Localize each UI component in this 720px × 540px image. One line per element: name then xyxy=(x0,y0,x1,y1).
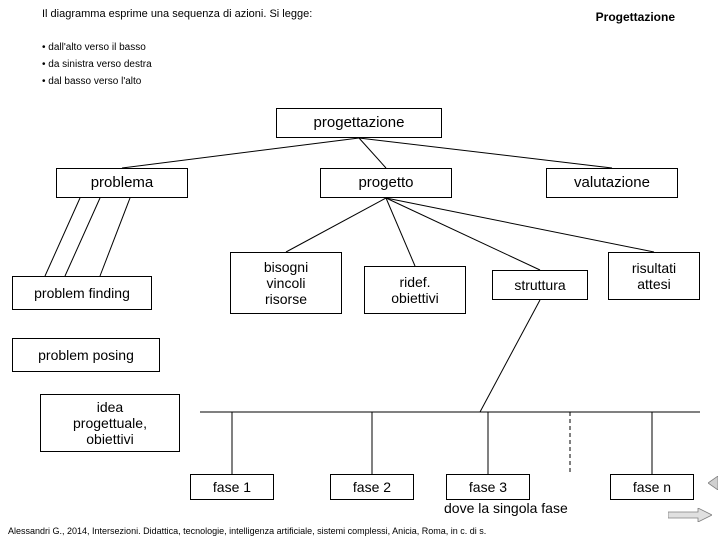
intro-text: Il diagramma esprime una sequenza di azi… xyxy=(42,8,322,20)
footer-caption: dove la singola fase xyxy=(444,500,568,516)
node-fase1: fase 1 xyxy=(190,474,274,500)
bullet-item: • da sinistra verso destra xyxy=(42,59,152,70)
node-problema: problema xyxy=(56,168,188,198)
node-progetto: progetto xyxy=(320,168,452,198)
node-bisogni: bisogni vincoli risorse xyxy=(230,252,342,314)
node-problem_finding: problem finding xyxy=(12,276,152,310)
node-risultati: risultati attesi xyxy=(608,252,700,300)
arrow-left-icon xyxy=(708,476,718,490)
bullet-item: • dall'alto verso il basso xyxy=(42,42,152,53)
page-title: Progettazione xyxy=(596,10,675,24)
node-problem_posing: problem posing xyxy=(12,338,160,372)
node-root: progettazione xyxy=(276,108,442,138)
arrow-right-icon xyxy=(668,508,712,522)
node-fase3: fase 3 xyxy=(446,474,530,500)
node-idea: idea progettuale, obiettivi xyxy=(40,394,180,452)
node-struttura: struttura xyxy=(492,270,588,300)
node-fasen: fase n xyxy=(610,474,694,500)
bullet-list: • dall'alto verso il basso • da sinistra… xyxy=(42,42,152,93)
node-valutazione: valutazione xyxy=(546,168,678,198)
citation: Alessandri G., 2014, Intersezioni. Didat… xyxy=(8,526,486,536)
node-ridef: ridef. obiettivi xyxy=(364,266,466,314)
node-fase2: fase 2 xyxy=(330,474,414,500)
bullet-item: • dal basso verso l'alto xyxy=(42,76,152,87)
